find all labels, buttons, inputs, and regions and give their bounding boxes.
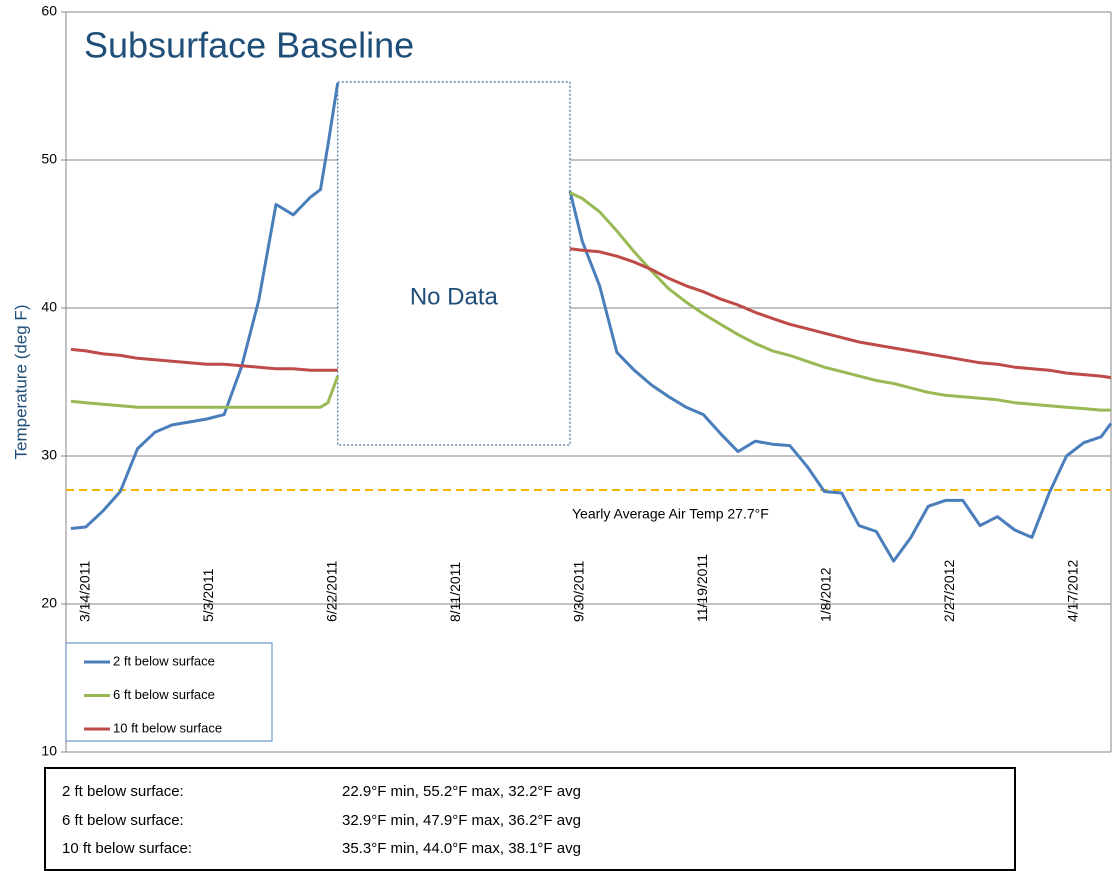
- stats-box: 2 ft below surface: 22.9°F min, 55.2°F ma…: [44, 767, 1016, 871]
- x-tick-label: 6/22/2011: [324, 561, 340, 622]
- y-axis-label: Temperature (deg F): [11, 305, 30, 460]
- no-data-label: No Data: [410, 283, 499, 310]
- series-line: [70, 191, 1111, 412]
- x-tick-label: 2/27/2012: [941, 560, 957, 622]
- x-tick-label: 3/14/2011: [76, 561, 92, 622]
- legend-label: 10 ft below surface: [113, 720, 222, 735]
- series-line: [70, 82, 1112, 563]
- x-tick-label: 5/3/2011: [200, 568, 216, 622]
- stats-values: 35.3°F min, 44.0°F max, 38.1°F avg: [342, 840, 581, 857]
- y-tick-label: 60: [41, 3, 57, 19]
- x-tick-label: 9/30/2011: [571, 561, 587, 622]
- stats-values: 22.9°F min, 55.2°F max, 32.2°F avg: [342, 783, 581, 800]
- y-tick-label: 40: [41, 299, 57, 315]
- x-tick-label: 4/17/2012: [1065, 560, 1081, 622]
- no-data-box: [337, 81, 571, 446]
- series-line: [70, 247, 1112, 380]
- chart-title: Subsurface Baseline: [84, 25, 414, 66]
- stats-label: 10 ft below surface:: [62, 840, 193, 857]
- x-tick-label: 8/11/2011: [447, 562, 463, 622]
- legend-label: 6 ft below surface: [113, 687, 215, 702]
- y-tick-label: 50: [41, 151, 57, 167]
- x-tick-label: 1/8/2012: [818, 567, 834, 622]
- stats-values: 32.9°F min, 47.9°F max, 36.2°F avg: [342, 811, 581, 829]
- y-tick-label: 10: [41, 743, 57, 759]
- stats-label: 2 ft below surface:: [62, 783, 184, 800]
- reference-label: Yearly Average Air Temp 27.7°F: [572, 506, 769, 522]
- stats-label: 6 ft below surface:: [62, 811, 184, 829]
- y-tick-label: 30: [41, 447, 57, 463]
- legend-box: [65, 642, 273, 742]
- y-tick-label: 20: [41, 595, 57, 611]
- legend-label: 2 ft below surface: [113, 653, 215, 668]
- x-tick-label: 11/19/2011: [694, 554, 710, 622]
